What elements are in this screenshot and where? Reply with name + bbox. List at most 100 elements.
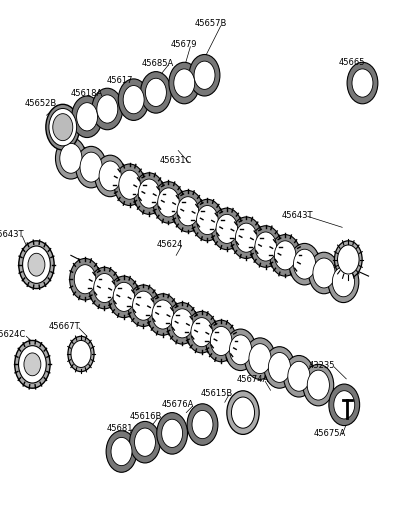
Ellipse shape [196, 206, 218, 235]
Ellipse shape [157, 413, 188, 454]
Ellipse shape [289, 243, 320, 285]
Ellipse shape [141, 72, 171, 113]
Ellipse shape [158, 188, 179, 217]
Ellipse shape [24, 353, 41, 376]
Ellipse shape [109, 276, 139, 318]
Ellipse shape [89, 267, 120, 309]
Ellipse shape [169, 62, 200, 104]
Text: 45643T: 45643T [0, 230, 24, 239]
Ellipse shape [313, 258, 335, 288]
Text: 45675A: 45675A [314, 429, 346, 438]
Ellipse shape [119, 170, 141, 199]
Ellipse shape [174, 69, 195, 97]
Text: 45676A: 45676A [162, 400, 194, 409]
Ellipse shape [134, 173, 164, 214]
Ellipse shape [153, 182, 184, 223]
Ellipse shape [19, 241, 54, 289]
Ellipse shape [123, 86, 144, 114]
Ellipse shape [284, 356, 314, 397]
Text: 45685A: 45685A [142, 59, 174, 68]
Ellipse shape [111, 438, 132, 466]
Ellipse shape [206, 320, 237, 362]
Ellipse shape [74, 265, 96, 294]
Ellipse shape [352, 69, 373, 97]
Ellipse shape [28, 253, 45, 276]
Text: 45652B: 45652B [24, 99, 57, 108]
Ellipse shape [307, 370, 329, 400]
Text: 43235: 43235 [309, 361, 335, 371]
Ellipse shape [274, 241, 296, 270]
Ellipse shape [68, 336, 94, 372]
Ellipse shape [186, 311, 217, 353]
Ellipse shape [192, 411, 213, 439]
Ellipse shape [177, 197, 199, 226]
Ellipse shape [80, 152, 102, 182]
Text: 45679: 45679 [171, 39, 198, 49]
Ellipse shape [347, 62, 378, 104]
Ellipse shape [192, 199, 223, 241]
Ellipse shape [71, 340, 91, 367]
Ellipse shape [95, 155, 126, 197]
Ellipse shape [106, 431, 137, 472]
Ellipse shape [171, 309, 193, 338]
Ellipse shape [132, 291, 154, 320]
Ellipse shape [118, 79, 149, 120]
Ellipse shape [270, 235, 301, 276]
Ellipse shape [211, 208, 242, 250]
Ellipse shape [194, 61, 215, 89]
Ellipse shape [138, 179, 160, 208]
Text: 45667T: 45667T [49, 322, 81, 332]
Ellipse shape [162, 419, 183, 447]
Ellipse shape [189, 54, 220, 96]
Ellipse shape [288, 361, 310, 391]
Ellipse shape [53, 114, 73, 141]
Text: 45616B: 45616B [130, 412, 162, 421]
Text: 45643T: 45643T [282, 211, 313, 220]
Ellipse shape [70, 258, 100, 300]
Ellipse shape [264, 347, 295, 388]
Ellipse shape [232, 397, 255, 428]
Ellipse shape [49, 108, 77, 146]
Text: 45615B: 45615B [200, 389, 233, 398]
Ellipse shape [231, 217, 262, 258]
Ellipse shape [76, 146, 107, 188]
Ellipse shape [249, 344, 271, 374]
Ellipse shape [15, 340, 50, 388]
Ellipse shape [72, 96, 102, 138]
Ellipse shape [335, 241, 362, 278]
Text: 45681: 45681 [106, 424, 133, 433]
Text: 45631C: 45631C [160, 156, 192, 166]
Ellipse shape [303, 364, 334, 406]
Ellipse shape [187, 404, 218, 445]
Ellipse shape [130, 421, 160, 463]
Text: 45624C: 45624C [0, 330, 26, 339]
Ellipse shape [250, 226, 281, 267]
Ellipse shape [337, 245, 359, 274]
Ellipse shape [333, 267, 354, 297]
Ellipse shape [128, 285, 159, 326]
Ellipse shape [77, 103, 98, 131]
Ellipse shape [173, 190, 203, 232]
Ellipse shape [334, 391, 355, 419]
Ellipse shape [94, 274, 115, 303]
Ellipse shape [167, 303, 198, 344]
Ellipse shape [99, 161, 121, 191]
Text: 45665: 45665 [339, 58, 366, 67]
Ellipse shape [255, 232, 277, 261]
Ellipse shape [147, 294, 178, 335]
Ellipse shape [113, 282, 135, 311]
Ellipse shape [328, 261, 359, 303]
Ellipse shape [245, 338, 275, 379]
Ellipse shape [309, 252, 339, 294]
Text: 45674A: 45674A [237, 375, 269, 385]
Ellipse shape [216, 214, 238, 243]
Ellipse shape [269, 352, 290, 383]
Ellipse shape [152, 300, 174, 329]
Text: 45617: 45617 [106, 76, 133, 85]
Ellipse shape [294, 249, 315, 279]
Ellipse shape [134, 428, 156, 456]
Text: 45657B: 45657B [194, 19, 227, 28]
Ellipse shape [97, 95, 118, 123]
Ellipse shape [46, 104, 80, 150]
Ellipse shape [23, 246, 50, 283]
